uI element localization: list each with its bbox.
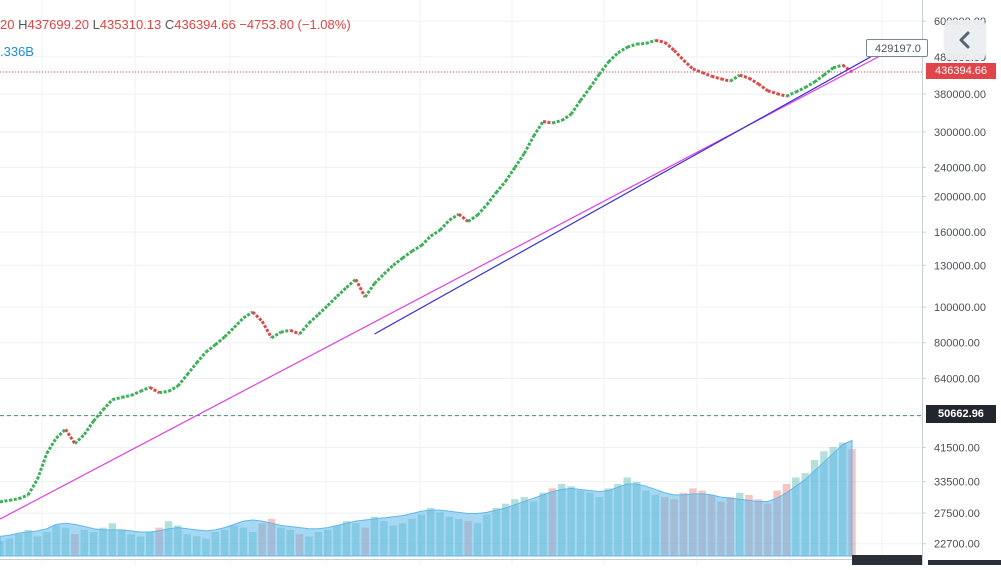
close-label: C: [165, 17, 174, 32]
axis-tick-label: 27500.00: [934, 508, 980, 520]
axis-tick-label: 64000.00: [934, 373, 980, 385]
chevron-left-icon: [955, 30, 975, 50]
scroll-back-button[interactable]: [945, 20, 985, 60]
axis-tick-label: 100000.00: [934, 302, 986, 314]
axis-tick-label: 80000.00: [934, 338, 980, 350]
axis-tick-label: 240000.00: [934, 162, 986, 174]
axis-tick-label: 22700.00: [934, 539, 980, 551]
change-value: −4753.80 (−1.08%): [239, 17, 350, 32]
axis-tick-label: 33500.00: [934, 477, 980, 489]
axis-tick-label: 380000.00: [934, 89, 986, 101]
open-fragment: 20: [0, 17, 14, 32]
axis-tick-label: 41500.00: [934, 442, 980, 454]
low-value: 435310.13: [100, 17, 161, 32]
last-price-tag: 436394.66: [926, 63, 996, 79]
axis-tick-label: 200000.00: [934, 192, 986, 204]
axis-tick-label: 160000.00: [934, 227, 986, 239]
low-label: L: [93, 17, 100, 32]
high-value: 437699.20: [27, 17, 88, 32]
time-axis-scroll-handle: [852, 555, 922, 565]
close-value: 436394.66: [174, 17, 235, 32]
axis-tick-label: 130000.00: [934, 260, 986, 272]
volume-legend: .336B: [0, 44, 34, 59]
ohlc-legend: 20 H437699.20 L435310.13 C436394.66 −475…: [0, 17, 351, 32]
time-axis-corner: [928, 560, 1001, 565]
axis-tick-label: 300000.00: [934, 127, 986, 139]
horizontal-level-tag: 50662.96: [926, 405, 996, 423]
crosshair-value-tooltip: 429197.0: [866, 39, 928, 57]
